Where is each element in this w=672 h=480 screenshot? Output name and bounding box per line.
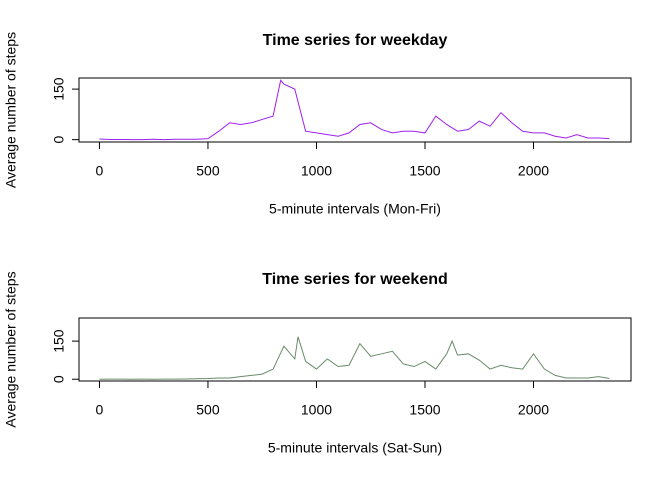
plot-box	[78, 77, 632, 143]
x-tick-label: 1000	[301, 163, 332, 179]
x-tick-label: 2000	[518, 402, 549, 418]
x-axis-label: 5-minute intervals (Mon-Fri)	[269, 201, 441, 217]
x-tick-label: 1000	[301, 402, 332, 418]
y-axis-label: Average number of steps	[3, 32, 19, 188]
series-line	[99, 79, 610, 141]
y-tick-label: 0	[51, 375, 67, 383]
x-tick-label: 1500	[409, 402, 440, 418]
chart-title: Time series for weekday	[263, 32, 448, 49]
y-axis-label: Average number of steps	[3, 271, 19, 427]
x-tick-label: 0	[96, 402, 104, 418]
x-tick-label: 2000	[518, 163, 549, 179]
x-tick-label: 0	[96, 163, 104, 179]
y-tick-label: 150	[51, 77, 67, 101]
x-tick-label: 500	[196, 402, 220, 418]
x-axis-label: 5-minute intervals (Sat-Sun)	[268, 440, 442, 456]
series-line	[99, 336, 610, 380]
y-tick-label: 150	[51, 329, 67, 353]
chart-title: Time series for weekend	[262, 271, 448, 288]
x-tick-label: 500	[196, 163, 220, 179]
x-tick-label: 1500	[409, 163, 440, 179]
y-tick-label: 0	[51, 136, 67, 144]
